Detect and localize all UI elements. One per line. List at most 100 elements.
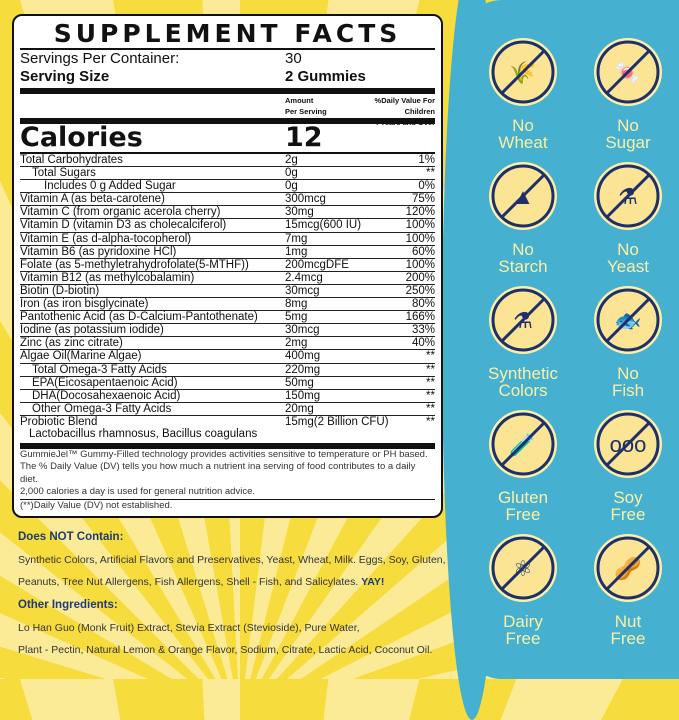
- nutrient-dv: **: [426, 167, 435, 180]
- supplement-facts-label: SUPPLEMENT FACTS Servings Per Container:…: [12, 14, 443, 519]
- nutrient-dv: 100%: [405, 219, 435, 232]
- nutrient-amount: 1mg: [285, 245, 308, 258]
- badge-label-line1: No: [617, 116, 639, 135]
- nutrient-row: Total Omega-3 Fatty Acids 220mg **: [20, 364, 435, 377]
- footnotes: GummieJel™ Gummy-Filled technology provi…: [20, 449, 435, 513]
- amount-header: Amount Per Serving: [285, 96, 327, 116]
- badge-label-line1: No: [617, 364, 639, 383]
- nutrient-name: Folate (as 5-methyletrahydrofolate(5-MTH…: [20, 258, 249, 271]
- nutrient-row: Algae Oil(Marine Algae) 400mg **: [20, 350, 435, 364]
- nutrient-name: Vitamin B6 (as pyridoxine HCl): [20, 245, 177, 258]
- nutrient-amount: 220mg: [285, 363, 321, 376]
- nutrient-dv: **: [426, 389, 435, 402]
- nutrient-row: Folate (as 5-methyletrahydrofolate(5-MTH…: [20, 259, 435, 272]
- dv-header: %Daily Value For Children: [374, 96, 435, 116]
- nutrient-amount: 30mcg: [285, 284, 320, 297]
- nutrient-dv: 60%: [411, 245, 435, 258]
- nutrient-name: Total Omega-3 Fatty Acids: [32, 363, 167, 376]
- probiotic-name: Probiotic Blend: [20, 415, 98, 428]
- molecule-icon: ⚛: [489, 534, 557, 602]
- nutrient-dv: 120%: [405, 206, 435, 219]
- nutrient-row: Vitamin A (as beta-carotene) 300mcg 75%: [20, 193, 435, 207]
- nutrient-dv: 1%: [418, 154, 435, 166]
- peanut-icon: 🥜: [594, 534, 662, 602]
- nutrient-name: Iodine (as potassium iodide): [20, 324, 164, 337]
- badge-label-line1: Soy: [613, 488, 643, 507]
- badge-label-line1: Nut: [614, 612, 642, 631]
- nutrient-amount: 7mg: [285, 232, 308, 245]
- badge-label-line2: Colors: [498, 381, 548, 400]
- nutrient-amount: 2mg: [285, 337, 308, 350]
- nutrient-name: Total Carbohydrates: [20, 154, 123, 166]
- nutrient-amount: 15mcg(600 IU): [285, 219, 362, 232]
- other-ingredients-line: Lo Han Guo (Monk Fruit) Extract, Stevia …: [18, 622, 360, 634]
- nutrient-row: Total Sugars 0g **: [20, 167, 435, 181]
- badge-label-line2: Free: [505, 505, 541, 524]
- badge-label-line2: Free: [505, 629, 541, 648]
- facts-title: SUPPLEMENT FACTS: [53, 19, 402, 48]
- footnote: The % Daily Value (DV) tells you how muc…: [20, 461, 416, 485]
- nutrient-amount: 0g: [285, 180, 298, 193]
- other-ingredients-heading: Other Ingredients:: [18, 599, 118, 611]
- badge-label-line2: Fish: [611, 381, 645, 400]
- probiotic-row: Probiotic Blend Lactobacillus rhamnosus, …: [20, 416, 435, 440]
- starch-pile-icon: ▲: [489, 162, 557, 230]
- badge-label-line1: Synthetic: [488, 364, 558, 383]
- badge-label-line2: Yeast: [607, 257, 649, 276]
- nutrient-row: Total Carbohydrates 2g 1%: [20, 154, 435, 168]
- yay-text: YAY!: [361, 576, 385, 588]
- nutrient-row: Vitamin B12 (as methylcobalamin) 2.4mcg 20…: [20, 272, 435, 285]
- servings-row: Servings Per Container: 30: [20, 50, 435, 68]
- nutrient-dv: 100%: [405, 258, 435, 271]
- nutrient-amount: 50mg: [285, 376, 314, 389]
- nutrient-name: Vitamin B12 (as methylcobalamin): [20, 271, 195, 284]
- nutrient-row: DHA(Docosahexaenoic Acid) 150mg **: [20, 390, 435, 403]
- flask-icon: ⚗: [594, 162, 662, 230]
- badge-label-line2: Starch: [498, 257, 548, 276]
- probiotic-amount: 15mg(2 Billion CFU): [285, 415, 389, 428]
- nutrient-amount: 150mg: [285, 389, 321, 402]
- nutrient-dv: 33%: [411, 324, 435, 337]
- beaker-icon: ⚗: [489, 286, 557, 354]
- nutrient-amount: 20mg: [285, 402, 314, 415]
- nutrient-name: DHA(Docosahexaenoic Acid): [32, 389, 181, 402]
- badge-label-line1: No: [617, 240, 639, 259]
- nutrient-amount: 8mg: [285, 298, 308, 311]
- nutrient-row: Vitamin C (from organic acerola cherry) 3…: [20, 206, 435, 220]
- test-tube-icon: 🧪: [489, 410, 557, 478]
- nutrient-amount: 400mg: [285, 350, 321, 363]
- fish-icon: 🐟: [594, 286, 662, 354]
- nutrient-row: Iodine (as potassium iodide) 30mcg 33%: [20, 324, 435, 338]
- nutrient-name: Vitamin C (from organic acerola cherry): [20, 206, 221, 219]
- servings-label: Servings Per Container:: [20, 50, 180, 67]
- nutrient-amount: 2g: [285, 154, 298, 166]
- badge-label-line2: Sugar: [605, 133, 651, 152]
- serving-size-label: Serving Size: [20, 68, 110, 85]
- calories-value: 12: [285, 122, 323, 153]
- nutrient-amount: 5mg: [285, 311, 308, 324]
- nutrient-dv: **: [426, 363, 435, 376]
- nutrient-row: Vitamin B6 (as pyridoxine HCl) 1mg 60%: [20, 246, 435, 259]
- probiotic-strains: Lactobacillus rhamnosus, Bacillus coagul…: [29, 427, 258, 440]
- badge-label-line1: No: [512, 116, 534, 135]
- nutrient-dv: 100%: [405, 232, 435, 245]
- nutrient-row: Biotin (D-biotin) 30mcg 250%: [20, 284, 435, 299]
- soybean-icon: ooo: [594, 410, 662, 478]
- does-not-contain-text: Synthetic Colors, Artificial Flavors and…: [18, 549, 458, 593]
- nutrient-row: Pantothenic Acid (as D-Calcium-Pantothen…: [20, 311, 435, 325]
- nutrient-name: Vitamin A (as beta-carotene): [20, 193, 165, 206]
- badge-label-line1: No: [512, 240, 534, 259]
- nutrient-name: Other Omega-3 Fatty Acids: [32, 402, 172, 415]
- nutrient-row: EPA(Eicosapentaenoic Acid) 50mg **: [20, 377, 435, 390]
- probiotic-dv: **: [426, 415, 435, 428]
- nutrient-dv: **: [426, 402, 435, 415]
- nutrient-row: Includes 0 g Added Sugar 0g 0%: [20, 180, 435, 194]
- badge-label-line2: Free: [610, 505, 646, 524]
